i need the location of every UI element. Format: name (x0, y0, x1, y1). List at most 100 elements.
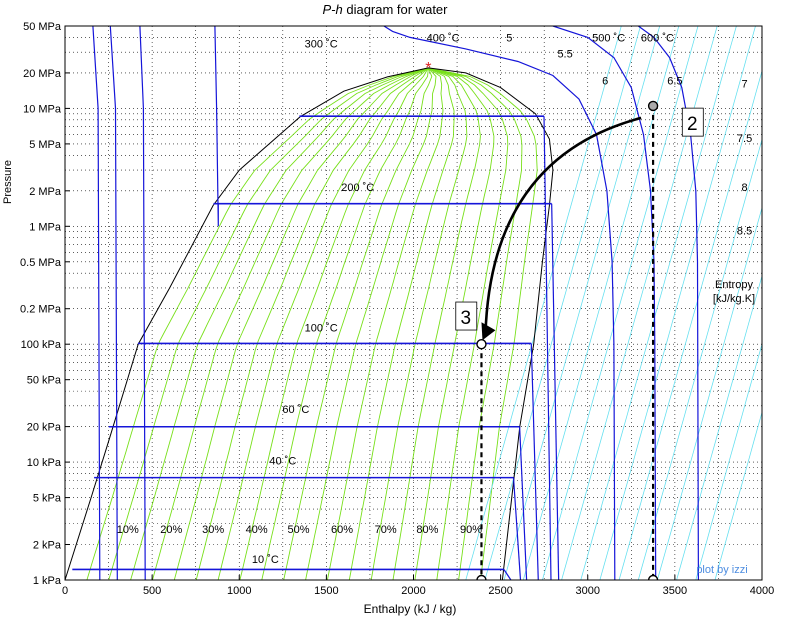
saturation-dome (65, 67, 554, 580)
isotherm-vapor (519, 426, 528, 580)
quality-line (195, 67, 429, 580)
entropy-line-cyan (714, 410, 762, 580)
entropy-line-cyan (484, 26, 641, 580)
entropy-label: 7.5 (737, 133, 752, 145)
process-arrow-head (481, 322, 496, 341)
entropy-line-cyan (676, 274, 762, 580)
state-box-label-3: 3 (460, 308, 471, 329)
isotherm-label: 200 ˚C (341, 182, 374, 194)
entropy-label: 8.5 (737, 226, 752, 238)
state-point-1 (647, 100, 659, 112)
quality-label: 10% (117, 524, 139, 536)
entropy-line-cyan (618, 69, 762, 580)
x-tick-label: 500 (143, 585, 161, 597)
entropy-label: 7 (742, 79, 748, 91)
x-tick-label: 0 (62, 585, 68, 597)
isotherm-vapor (503, 569, 512, 580)
entropy-label: 6 (602, 75, 608, 87)
quality-line (130, 67, 429, 580)
quality-line (261, 67, 429, 580)
quality-line (428, 67, 538, 580)
entropy-line-cyan (542, 26, 699, 580)
y-tick-label: 1 MPa (29, 221, 62, 233)
isotherm-label: 500 ˚C (592, 32, 625, 44)
isotherm-vapor (512, 477, 522, 580)
state-point-2 (647, 574, 659, 580)
y-tick-label: 50 kPa (27, 375, 62, 387)
entropy-line-cyan (580, 26, 737, 580)
isotherm-label: 40 ˚C (269, 456, 296, 468)
isotherm-liquid (92, 26, 101, 580)
isotherm-superheat (383, 26, 616, 580)
y-tick-label: 10 kPa (27, 457, 62, 469)
y-tick-label: 1 kPa (33, 575, 62, 587)
quality-label: 80% (416, 524, 438, 536)
process-arrow (484, 116, 642, 335)
entropy-label: 5 (506, 32, 512, 44)
quality-line (305, 67, 437, 580)
y-tick-label: 20 MPa (23, 68, 62, 80)
y-tick-label: 50 MPa (23, 21, 62, 33)
state-box-3 (455, 301, 478, 331)
quality-line (86, 67, 429, 580)
y-tick-label: 0.2 MPa (20, 304, 62, 316)
quality-label: 20% (160, 524, 182, 536)
quality-line (348, 67, 455, 580)
quality-line (428, 67, 509, 580)
isotherm-label: 100 ˚C (305, 323, 338, 335)
quality-line (152, 67, 429, 580)
y-tick-label: 100 kPa (21, 339, 62, 351)
quality-line (217, 67, 429, 580)
x-tick-label: 1000 (227, 585, 251, 597)
isotherm-label: 400 ˚C (427, 32, 460, 44)
entropy-label: 6.5 (667, 75, 682, 87)
quality-label: 50% (287, 524, 309, 536)
quality-line (392, 67, 481, 580)
y-tick-label: 20 kPa (27, 422, 62, 434)
quality-line (326, 67, 444, 580)
credit-text: plot by izzi (696, 564, 747, 576)
y-tick-label: 0.5 MPa (20, 257, 62, 269)
entropy-line-cyan (637, 137, 762, 580)
chart-title-italic: P-h (323, 2, 343, 17)
quality-label: 30% (202, 524, 224, 536)
state-box-label-2: 2 (687, 114, 698, 135)
quality-line (370, 67, 468, 580)
x-tick-label: 3000 (576, 585, 600, 597)
entropy-line-cyan (599, 26, 756, 580)
isotherm-liquid (139, 26, 146, 580)
entropy-line-cyan (657, 206, 762, 580)
entropy-line-cyan (465, 26, 622, 580)
y-tick-label: 2 kPa (33, 540, 62, 552)
quality-label: 90% (460, 524, 482, 536)
axes: 0 500 1000 1500 2000 2500 3000 3500 4000 1 kPa 2 k… (20, 21, 774, 597)
y-axis-label: Pressure (2, 160, 14, 204)
isotherm-vapor (543, 116, 552, 580)
quality-label: 60% (331, 524, 353, 536)
grid (65, 26, 762, 580)
quality-line (108, 67, 429, 580)
isotherm-label: 600 ˚C (641, 32, 674, 44)
isotherm-label: 300 ˚C (305, 38, 338, 50)
entropy-legend-units: [kJ/kg.K] (713, 293, 755, 305)
critical-point-marker: * (425, 60, 431, 77)
x-tick-label: 4000 (750, 585, 774, 597)
quality-line (173, 67, 429, 580)
quality-label: 70% (375, 524, 397, 536)
y-tick-label: 5 MPa (29, 139, 62, 151)
y-tick-label: 2 MPa (29, 186, 62, 198)
entropy-line-cyan (503, 26, 661, 580)
entropy-label: 8 (742, 182, 748, 194)
entropy-label: 5.5 (557, 49, 572, 61)
state-point-3 (476, 339, 487, 350)
entropy-line-cyan (695, 342, 762, 580)
x-tick-label: 1500 (314, 585, 338, 597)
x-tick-label: 2500 (488, 585, 512, 597)
isotherm-label: 60 ˚C (282, 404, 309, 416)
state-point-4 (476, 574, 487, 580)
x-axis-label: Enthalpy (kJ / kg) (364, 602, 457, 616)
isotherm-vapor (530, 343, 539, 580)
chart-title: P-h diagram for water (323, 2, 449, 17)
isotherm-superheat (552, 26, 657, 580)
